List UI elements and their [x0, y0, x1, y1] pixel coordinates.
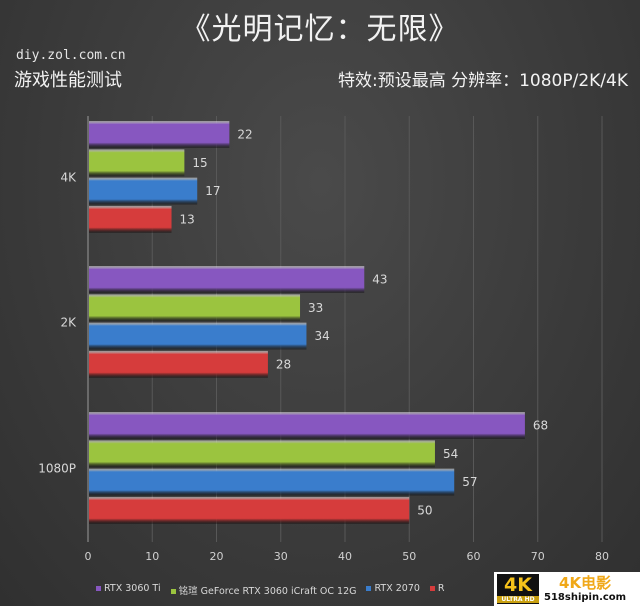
data-label: 22 — [237, 128, 252, 142]
x-tick-label: 20 — [210, 550, 224, 563]
bar — [89, 121, 230, 148]
y-category-label: 2K — [60, 316, 77, 330]
data-label: 50 — [417, 503, 432, 517]
y-category-label: 4K — [60, 171, 77, 185]
legend-label: RTX 2070 — [374, 583, 420, 594]
legend: RTX 3060 Ti 铭瑄 GeForce RTX 3060 iCraft OC… — [96, 583, 445, 597]
legend-swatch — [429, 586, 435, 591]
data-label: 15 — [192, 156, 207, 170]
legend-label: RTX 3060 Ti — [104, 583, 161, 594]
bar — [89, 468, 455, 496]
data-label: 33 — [308, 301, 323, 315]
chart-title: 《光明记忆：无限》 — [180, 12, 460, 47]
data-label: 28 — [276, 357, 291, 371]
test-settings: 特效:预设最高 分辨率：1080P/2K/4K — [337, 71, 628, 91]
y-category-label: 1080P — [38, 462, 76, 476]
watermark: 4K ULTRA HD 4K电影 518shipin.com — [494, 572, 640, 606]
legend-item: 铭瑄 GeForce RTX 3060 iCraft OC 12G — [170, 583, 357, 597]
x-tick-label: 0 — [85, 550, 92, 563]
watermark-logo: 4K ULTRA HD — [497, 574, 539, 604]
x-tick-label: 60 — [467, 550, 481, 563]
data-label: 43 — [372, 273, 387, 287]
x-tick-label: 10 — [145, 550, 159, 563]
data-label: 17 — [205, 184, 220, 198]
data-label: 54 — [443, 447, 458, 461]
bar — [89, 205, 172, 233]
legend-item: R — [429, 583, 445, 597]
legend-swatch — [170, 589, 176, 594]
legend-label: R — [437, 583, 445, 594]
watermark-url: 518shipin.com — [544, 591, 627, 603]
data-label: 57 — [462, 475, 477, 489]
x-tick-label: 30 — [274, 550, 288, 563]
x-tick-label: 80 — [595, 550, 609, 563]
watermark-name: 4K电影 — [559, 573, 612, 592]
legend-swatch — [96, 586, 101, 591]
data-label: 34 — [314, 329, 329, 343]
bar — [89, 177, 198, 205]
legend-swatch — [366, 586, 372, 591]
chart-subtitle: 游戏性能测试 — [14, 70, 122, 91]
legend-label: 铭瑄 GeForce RTX 3060 iCraft OC 12G — [178, 586, 357, 597]
x-tick-label: 50 — [402, 550, 416, 563]
bar — [89, 266, 365, 293]
bar — [89, 412, 525, 439]
bar — [89, 440, 435, 468]
bar — [89, 149, 185, 177]
bar — [89, 350, 268, 378]
bar — [89, 294, 301, 322]
bar — [89, 322, 307, 350]
legend-item: RTX 2070 — [366, 583, 420, 597]
legend-item: RTX 3060 Ti — [96, 583, 161, 597]
x-tick-label: 70 — [531, 550, 545, 563]
data-label: 68 — [533, 419, 548, 433]
bar — [89, 496, 410, 524]
source-site: diy.zol.com.cn — [16, 48, 126, 63]
data-label: 13 — [180, 212, 195, 226]
x-tick-label: 40 — [338, 550, 352, 563]
